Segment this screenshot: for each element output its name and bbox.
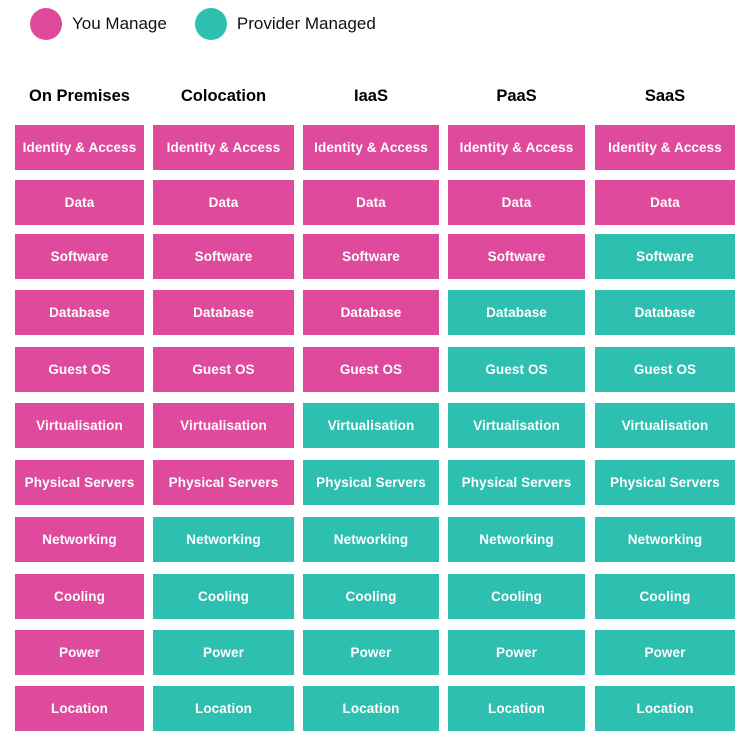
- layer-cell: Physical Servers: [595, 460, 735, 505]
- layer-cell: Power: [303, 630, 439, 675]
- layer-cell: Virtualisation: [595, 403, 735, 448]
- layer-cell: Software: [448, 234, 585, 279]
- provider-managed-swatch-icon: [194, 8, 227, 40]
- layer-cell: Identity & Access: [303, 125, 439, 170]
- layer-cell: Cooling: [15, 574, 144, 619]
- layer-cell: Physical Servers: [153, 460, 294, 505]
- layer-cell: Virtualisation: [303, 403, 439, 448]
- layer-cell: Location: [303, 686, 439, 731]
- legend-item-you-manage: You Manage: [30, 8, 167, 40]
- layer-cell: Cooling: [595, 574, 735, 619]
- layer-cell: Cooling: [303, 574, 439, 619]
- layer-cell: Location: [595, 686, 735, 731]
- column-header: PaaS: [496, 87, 537, 105]
- layer-cell: Networking: [153, 517, 294, 562]
- layer-cell: Power: [15, 630, 144, 675]
- layer-cell: Guest OS: [153, 347, 294, 392]
- layer-cell: Software: [15, 234, 144, 279]
- layer-cell: Guest OS: [595, 347, 735, 392]
- layer-cell: Location: [448, 686, 585, 731]
- layer-cell: Guest OS: [448, 347, 585, 392]
- column-header: Colocation: [180, 87, 267, 105]
- layer-cell: Software: [153, 234, 294, 279]
- layer-cell: Cooling: [448, 574, 585, 619]
- legend-label-provider-managed: Provider Managed: [236, 14, 376, 33]
- layer-cell: Data: [153, 180, 294, 225]
- layer-cell: Software: [303, 234, 439, 279]
- layer-cell: Location: [153, 686, 294, 731]
- layer-cell: Data: [303, 180, 439, 225]
- you-manage-swatch-icon: [30, 8, 62, 40]
- layer-cell: Database: [448, 290, 585, 335]
- layer-cell: Physical Servers: [15, 460, 144, 505]
- layer-cell: Database: [15, 290, 144, 335]
- layer-cell: Data: [595, 180, 735, 225]
- layer-cell: Physical Servers: [303, 460, 439, 505]
- layer-cell: Networking: [595, 517, 735, 562]
- layer-cell: Location: [15, 686, 144, 731]
- layer-cell: Identity & Access: [15, 125, 144, 170]
- column-header: SaaS: [644, 87, 686, 105]
- layer-cell: Identity & Access: [595, 125, 735, 170]
- layer-cell: Guest OS: [15, 347, 144, 392]
- layer-cell: Data: [448, 180, 585, 225]
- layer-cell: Identity & Access: [448, 125, 585, 170]
- layer-cell: Software: [595, 234, 735, 279]
- layer-cell: Networking: [448, 517, 585, 562]
- layer-cell: Virtualisation: [153, 403, 294, 448]
- column-header: IaaS: [354, 87, 388, 105]
- layer-cell: Data: [15, 180, 144, 225]
- layer-cell: Physical Servers: [448, 460, 585, 505]
- layer-cell: Virtualisation: [15, 403, 144, 448]
- column-header: On Premises: [29, 87, 130, 105]
- layer-cell: Database: [303, 290, 439, 335]
- layer-cell: Virtualisation: [448, 403, 585, 448]
- layer-cell: Identity & Access: [153, 125, 294, 170]
- layer-cell: Power: [153, 630, 294, 675]
- layer-cell: Database: [153, 290, 294, 335]
- layer-cell: Guest OS: [303, 347, 439, 392]
- layer-cell: Power: [448, 630, 585, 675]
- layer-cell: Networking: [303, 517, 439, 562]
- legend: You Manage Provider Managed: [30, 8, 404, 40]
- legend-item-provider-managed: Provider Managed: [194, 8, 376, 40]
- layer-cell: Database: [595, 290, 735, 335]
- layer-cell: Networking: [15, 517, 144, 562]
- layer-cell: Cooling: [153, 574, 294, 619]
- layer-cell: Power: [595, 630, 735, 675]
- legend-label-you-manage: You Manage: [72, 14, 167, 33]
